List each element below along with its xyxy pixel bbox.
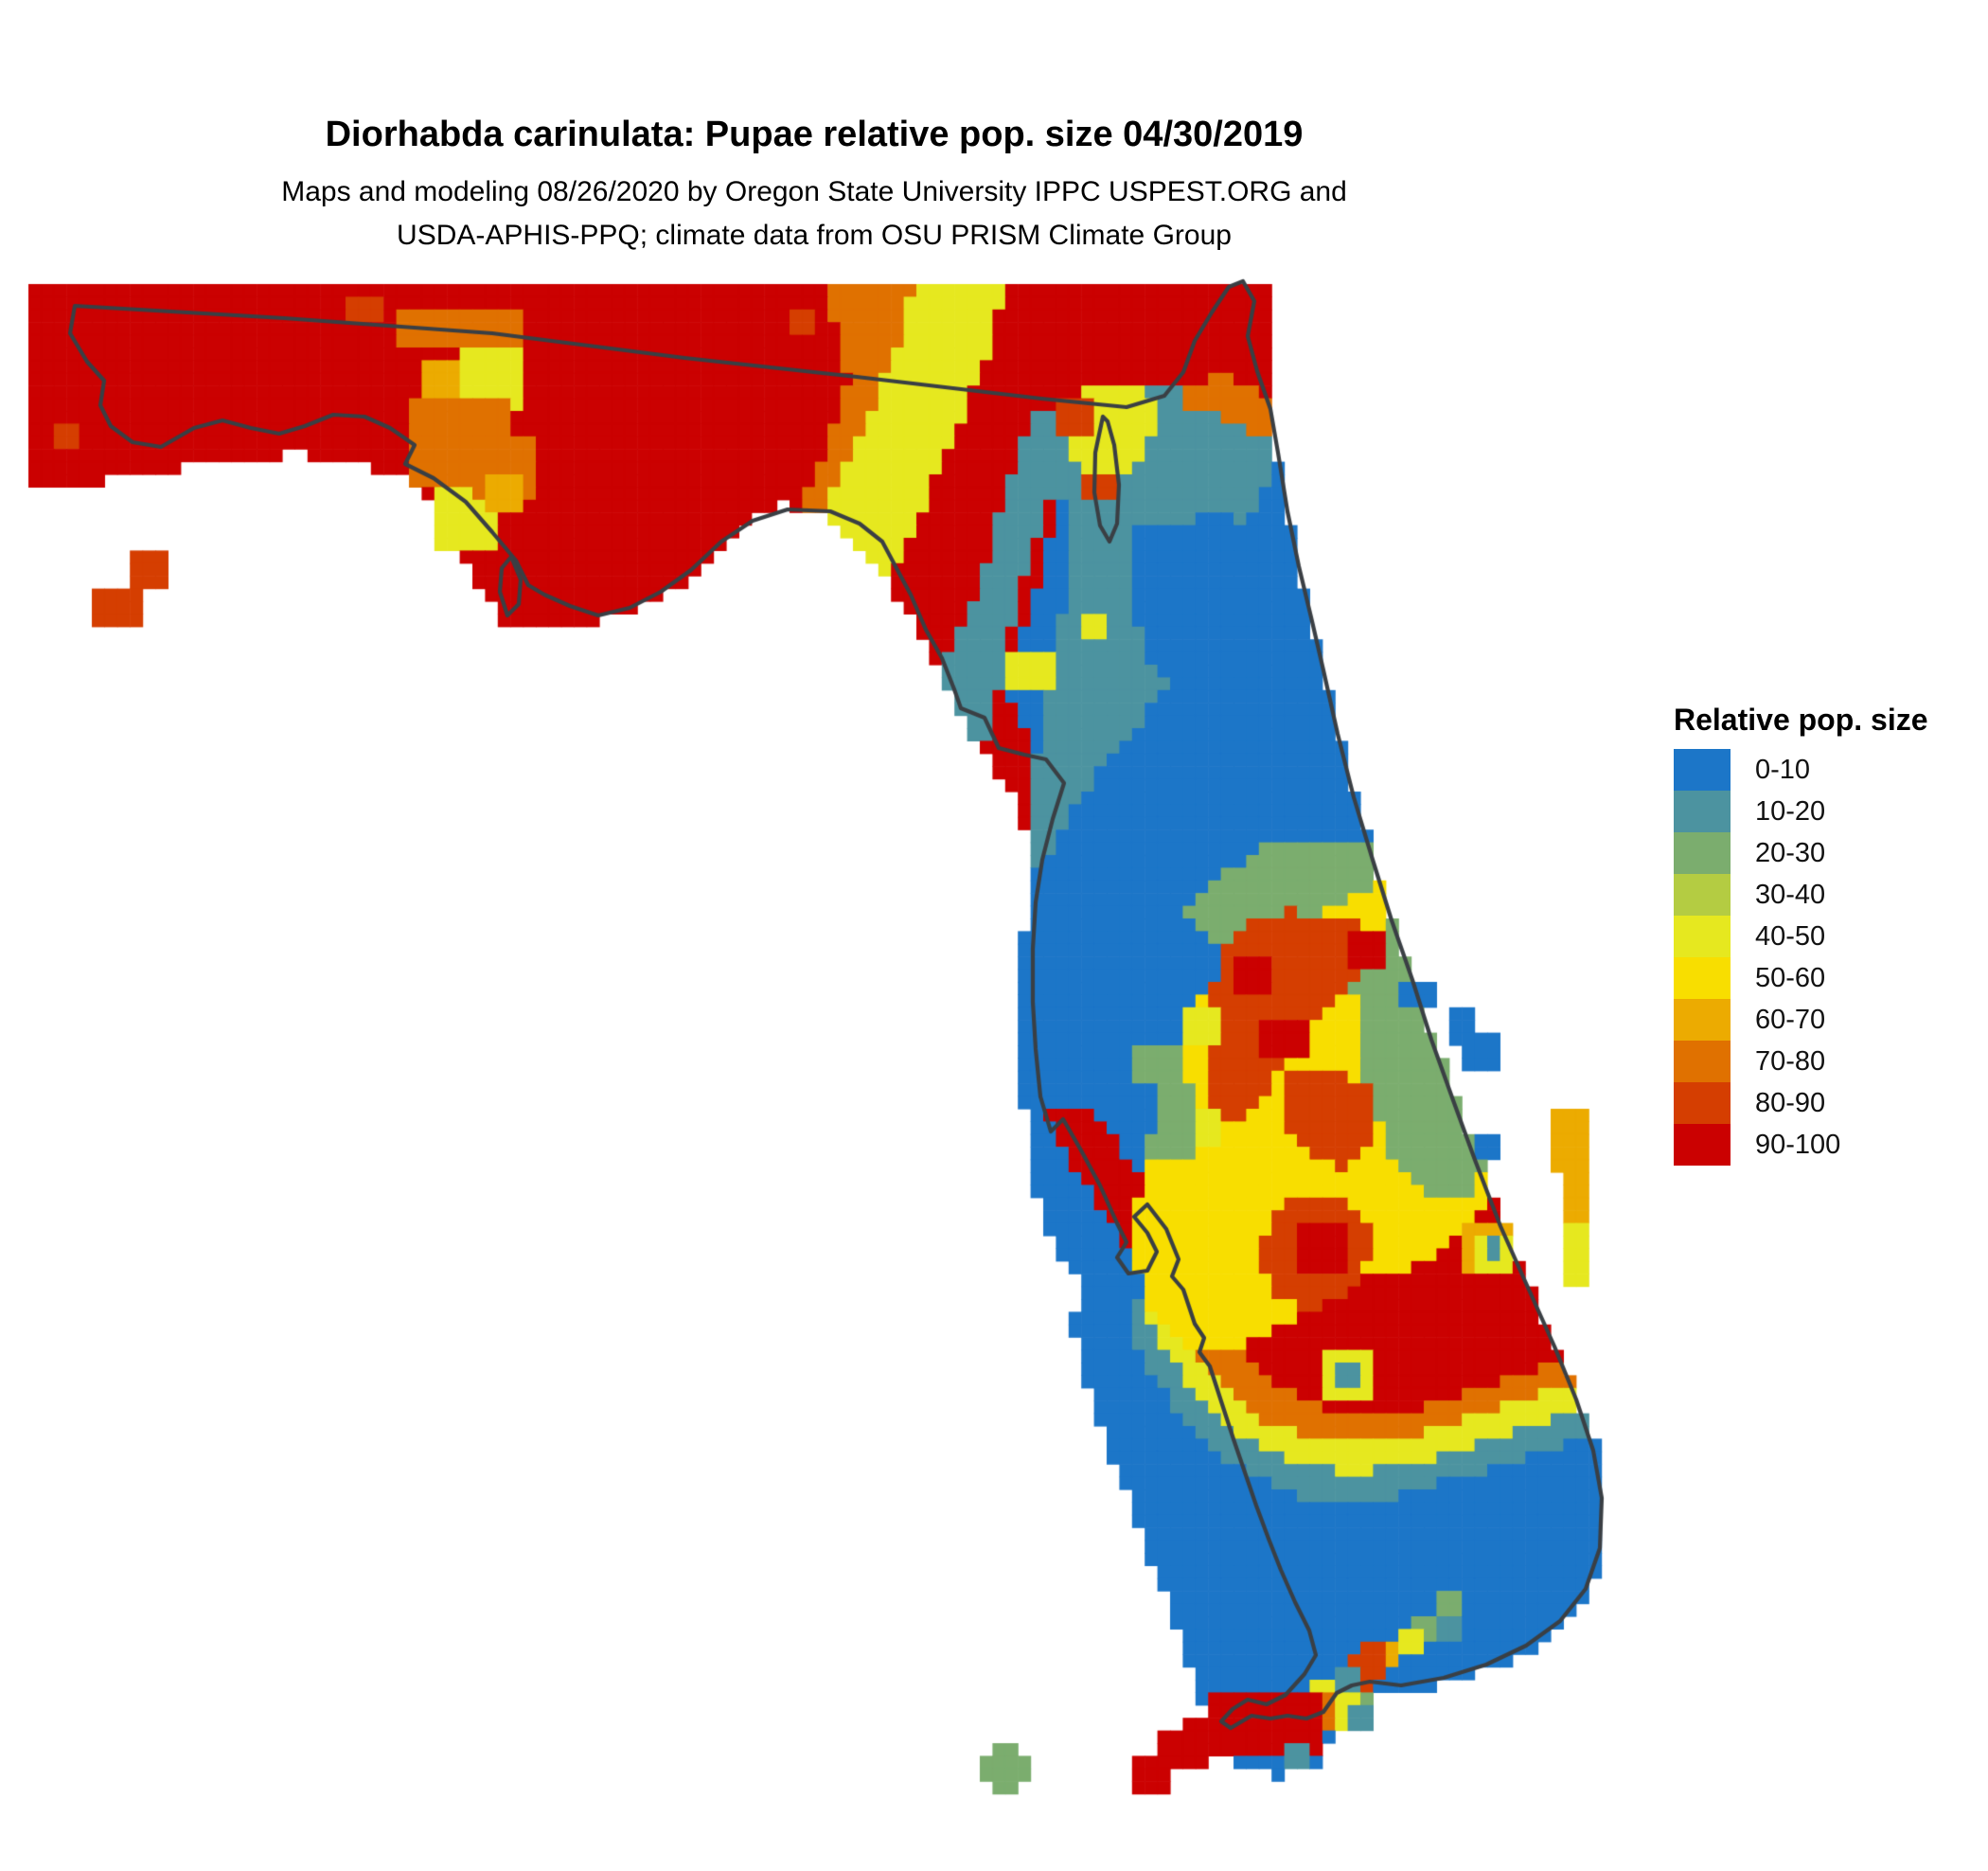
legend-swatch — [1674, 916, 1731, 957]
legend-item: 80-90 — [1674, 1082, 1983, 1124]
legend-title: Relative pop. size — [1674, 703, 1928, 737]
legend-label: 10-20 — [1755, 795, 1826, 827]
legend-panel: Relative pop. size 0-10 10-20 20-30 30-40 40… — [1652, 703, 1983, 1166]
legend-swatch — [1674, 999, 1731, 1041]
legend-label: 0-10 — [1755, 754, 1811, 785]
legend-item: 10-20 — [1674, 791, 1983, 832]
legend-swatch — [1674, 874, 1731, 916]
legend-item: 30-40 — [1674, 874, 1983, 916]
legend-label: 20-30 — [1755, 837, 1826, 868]
legend-label: 90-100 — [1755, 1129, 1841, 1160]
legend-swatch — [1674, 832, 1731, 874]
legend-item: 70-80 — [1674, 1041, 1983, 1082]
legend-swatch — [1674, 1082, 1731, 1124]
legend-label: 70-80 — [1755, 1045, 1826, 1077]
legend-item: 40-50 — [1674, 916, 1983, 957]
legend-label: 60-70 — [1755, 1004, 1826, 1035]
legend-label: 30-40 — [1755, 879, 1826, 910]
legend-item: 90-100 — [1674, 1124, 1983, 1166]
legend-swatch — [1674, 957, 1731, 999]
legend-swatch — [1674, 791, 1731, 832]
legend-swatch — [1674, 749, 1731, 791]
legend-swatch — [1674, 1124, 1731, 1166]
legend-label: 50-60 — [1755, 962, 1826, 993]
legend-item: 50-60 — [1674, 957, 1983, 999]
legend-rows: 0-10 10-20 20-30 30-40 40-50 50-60 60-70 70-80 8… — [1652, 749, 1983, 1166]
legend-item: 60-70 — [1674, 999, 1983, 1041]
legend-item: 20-30 — [1674, 832, 1983, 874]
legend-label: 40-50 — [1755, 920, 1826, 952]
legend-label: 80-90 — [1755, 1087, 1826, 1118]
legend-item: 0-10 — [1674, 749, 1983, 791]
legend-swatch — [1674, 1041, 1731, 1082]
